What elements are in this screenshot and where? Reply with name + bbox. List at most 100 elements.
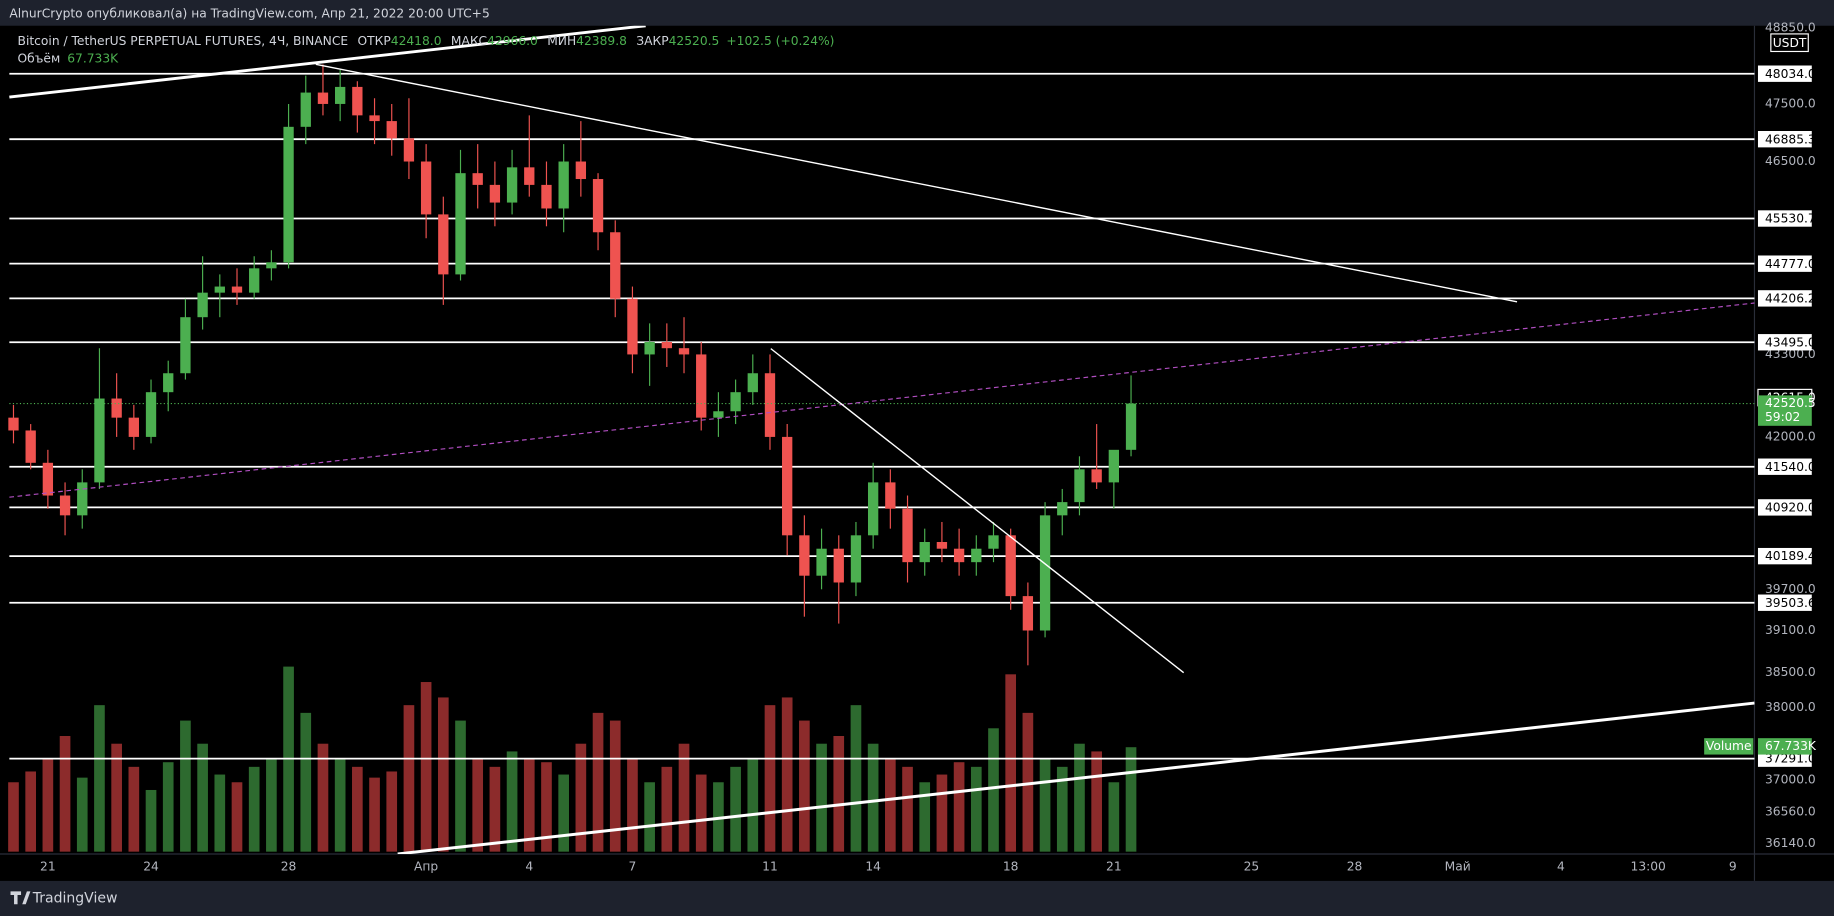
volume-bar: [455, 720, 466, 852]
candle-body: [747, 373, 758, 393]
x-tick-label: 21: [40, 859, 56, 873]
volume-bar: [506, 751, 518, 852]
candle-body: [988, 535, 999, 549]
candle-body: [610, 232, 621, 299]
candle-body: [94, 398, 105, 483]
level-label-box: [1757, 130, 1812, 148]
y-tick-label: 47500.0: [1765, 96, 1816, 110]
volume-bar: [592, 712, 604, 852]
volume-bar: [111, 743, 122, 852]
volume-value: 67.733K: [1765, 739, 1817, 753]
candle-body: [1057, 502, 1068, 516]
volume-bar: [833, 736, 845, 852]
ohlc-label: ЗАКР: [636, 33, 668, 47]
volume-bar: [747, 759, 759, 852]
candle-body: [764, 373, 776, 437]
volume-bar: [885, 759, 896, 852]
volume-bar: [162, 762, 174, 852]
candle-body: [249, 268, 260, 293]
x-tick-label: 9: [1729, 859, 1737, 873]
ohlc-value: 42418.0: [391, 33, 442, 47]
candle-body: [575, 161, 587, 180]
volume-bar: [970, 766, 982, 852]
x-tick-label: 14: [865, 859, 881, 873]
volume-bar: [730, 766, 741, 852]
level-label-box: [1757, 210, 1812, 227]
candle-body: [799, 535, 810, 576]
volume-bar: [248, 766, 260, 852]
volume-bar: [523, 759, 535, 852]
y-tick-label: 39700.0: [1765, 582, 1816, 596]
volume-bar: [8, 782, 19, 852]
volume-bar: [661, 766, 673, 852]
volume-bar: [867, 743, 879, 852]
candle-body: [558, 161, 569, 209]
currency: USDT: [1773, 36, 1807, 50]
level-label-box: [1757, 499, 1812, 516]
candle-body: [300, 92, 311, 127]
volume-bar: [799, 720, 810, 852]
candle-body: [678, 348, 690, 355]
volume-bar: [300, 712, 312, 852]
volume-bar: [953, 762, 965, 852]
level-label-box: [1757, 255, 1812, 272]
countdown: 59:02: [1765, 410, 1800, 424]
volume-bar: [609, 720, 621, 852]
volume-bar: [558, 774, 569, 852]
volume-bar: [403, 705, 415, 852]
candle-body: [283, 126, 294, 263]
publish-info: AlnurCrypto опубликовал(а) на TradingVie…: [9, 7, 489, 21]
volume-bar: [575, 743, 587, 852]
volume-bar: [936, 774, 948, 852]
level-label: 41540.0: [1765, 460, 1816, 474]
candle-body: [541, 184, 552, 209]
level-label: 44777.0: [1765, 257, 1816, 271]
trend-line: [9, 25, 646, 99]
volume-bar: [1108, 782, 1120, 852]
candle-body: [197, 292, 208, 318]
candle-body: [1022, 596, 1034, 631]
candle-body: [111, 398, 122, 418]
volume-bar: [437, 697, 449, 852]
candle-body: [506, 167, 518, 203]
volume-bar: [816, 743, 827, 852]
volume-legend: Объём 67.733K: [18, 51, 120, 65]
x-tick-label: 4: [1557, 859, 1565, 873]
volume-bar: [489, 766, 501, 852]
candle-body: [730, 392, 741, 412]
x-tick-label: 21: [1106, 859, 1122, 873]
candle-body: [627, 298, 638, 355]
level-label-box: [1757, 65, 1812, 82]
candle-body: [1091, 469, 1102, 483]
volume-bar: [919, 782, 931, 852]
volume-bar: [334, 759, 346, 852]
level-label: 45530.7: [1765, 212, 1816, 226]
volume-bar: [317, 743, 329, 852]
level-label-box: [1757, 290, 1812, 307]
legend: Bitcoin / TetherUS PERPETUAL FUTURES, 4Ч…: [18, 33, 835, 65]
change: +102.5 (+0.24%): [726, 33, 834, 47]
y-tick-label: 38000.0: [1765, 700, 1816, 714]
volume-bar: [420, 682, 432, 852]
volume-bar: [1005, 674, 1017, 852]
candle-body: [524, 167, 535, 185]
candle-body: [713, 411, 724, 418]
x-tick-label: 7: [629, 859, 637, 873]
y-tick-label: 38500.0: [1765, 665, 1816, 679]
y-tick-label: 48850.0: [1765, 21, 1816, 35]
volume-bar: [781, 697, 793, 852]
brand: TradingView: [32, 890, 118, 906]
ohlc-label: ОТКР: [358, 33, 391, 47]
footer-bar: [0, 880, 1834, 916]
x-tick-label: 11: [762, 859, 778, 873]
y-tick-label: 39100.0: [1765, 623, 1816, 637]
level-label: 46885.3: [1765, 132, 1816, 146]
candle-body: [850, 535, 862, 583]
volume-bar: [180, 720, 191, 852]
volume-bar: [902, 766, 913, 852]
candle-body: [661, 341, 672, 349]
volume-bar: [94, 705, 105, 852]
candle-body: [971, 548, 982, 563]
level-label: 44206.2: [1765, 291, 1816, 305]
level-label-box: [1757, 334, 1812, 351]
